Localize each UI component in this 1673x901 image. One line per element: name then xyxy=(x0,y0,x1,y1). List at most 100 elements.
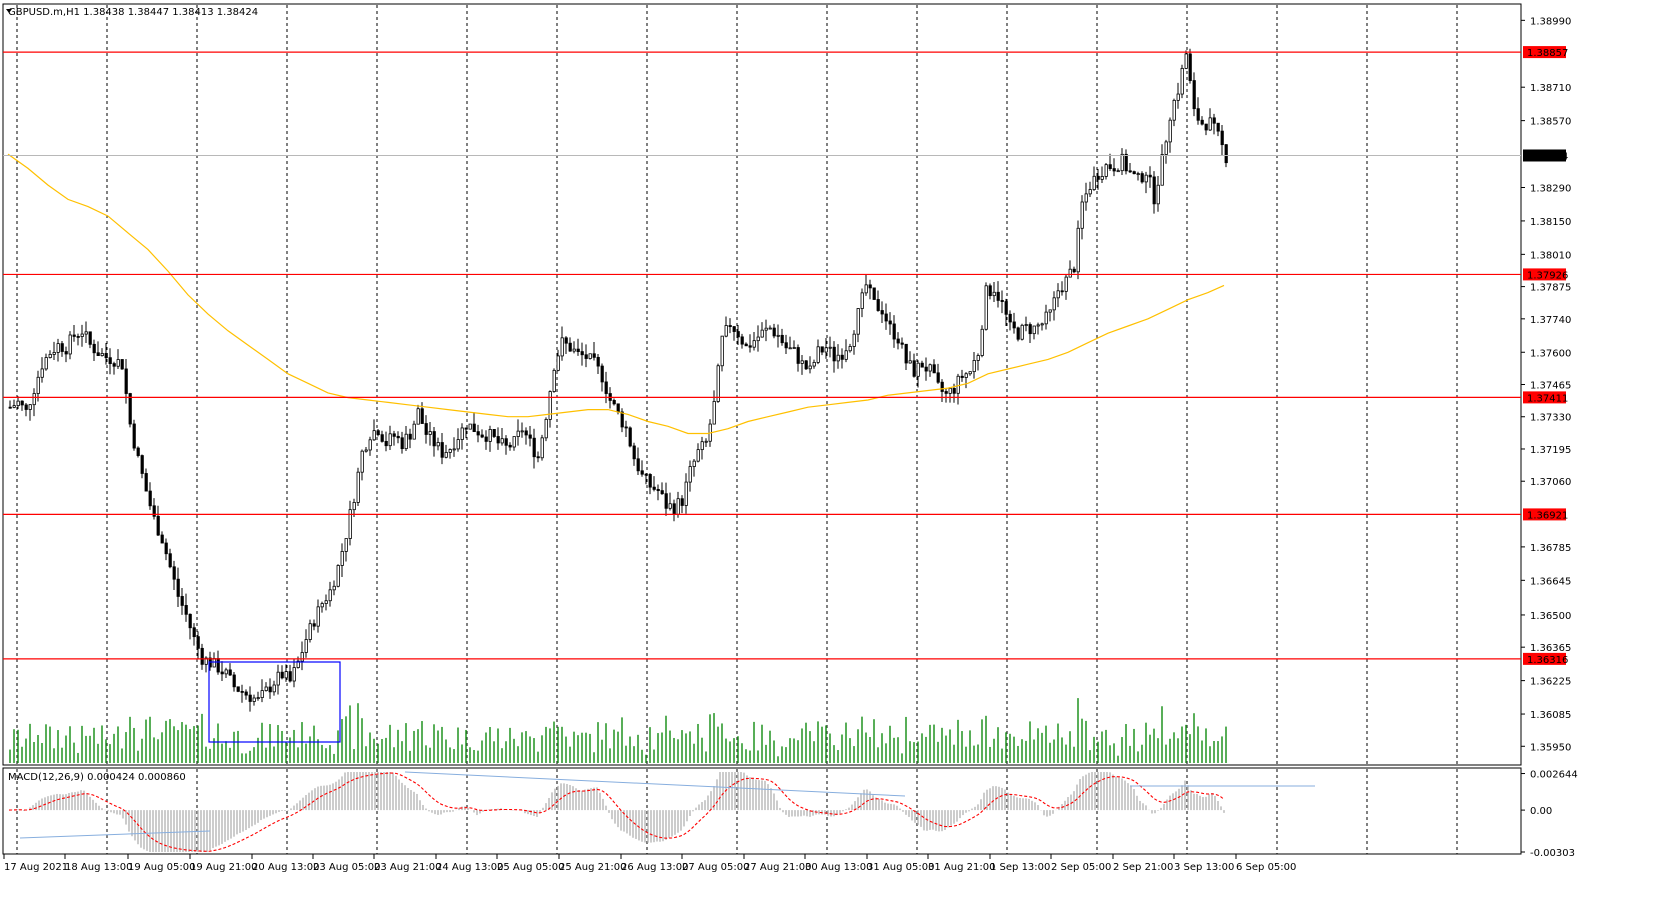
chart-menu-triangle-icon[interactable] xyxy=(6,9,12,13)
candle-body xyxy=(1096,175,1100,180)
candle-body xyxy=(1164,141,1168,155)
candle-body xyxy=(308,623,312,640)
candle-body xyxy=(704,440,708,443)
candle-body xyxy=(1132,171,1136,175)
macd-axis-labels: 0.002644 0.00 -0.00303 xyxy=(1521,770,1578,859)
macd-tick-label: 0.00 xyxy=(1530,806,1552,817)
candle-body xyxy=(968,371,972,375)
candle-body xyxy=(1220,130,1224,146)
candle-body xyxy=(464,427,468,430)
candle-body xyxy=(560,337,564,357)
candle-body xyxy=(696,449,700,462)
candle-body xyxy=(140,455,144,474)
candle-body xyxy=(332,585,336,591)
level-tag xyxy=(1523,508,1566,521)
candle-body xyxy=(656,488,660,492)
candle-body xyxy=(804,360,808,370)
candle-body xyxy=(340,551,344,566)
horizontal-levels[interactable] xyxy=(3,51,1521,660)
candle-body xyxy=(352,502,356,511)
candle-body xyxy=(368,439,372,451)
candle-body xyxy=(540,437,544,459)
candle-body xyxy=(460,427,464,440)
time-label: 25 Aug 21:00 xyxy=(559,862,626,873)
candle-body xyxy=(80,333,84,337)
price-label: 1.38290 xyxy=(1530,183,1571,194)
candle-body xyxy=(596,356,600,367)
candle-body xyxy=(904,343,908,364)
candle-body xyxy=(480,434,484,438)
candle-body xyxy=(500,438,504,444)
candle-body xyxy=(1184,53,1188,69)
candle-body xyxy=(1192,80,1196,110)
candle-body xyxy=(88,331,92,345)
candle-body xyxy=(952,387,956,394)
candle-body xyxy=(164,542,168,555)
candle-body xyxy=(684,481,688,506)
time-label: 20 Aug 13:00 xyxy=(252,862,319,873)
candle-body xyxy=(292,667,296,682)
candle-body xyxy=(760,329,764,338)
candle-body xyxy=(1116,170,1120,173)
time-label: 24 Aug 13:00 xyxy=(436,862,503,873)
candle-body xyxy=(528,434,532,439)
candle-body xyxy=(424,423,428,435)
candle-body xyxy=(768,327,772,330)
macd-histogram xyxy=(11,772,1225,852)
candle-body xyxy=(16,400,20,407)
candle-body xyxy=(992,291,996,297)
candle-body xyxy=(1212,117,1216,124)
candle-body xyxy=(1068,268,1072,278)
candle-body xyxy=(176,578,180,597)
candle-body xyxy=(396,435,400,439)
candle-body xyxy=(568,342,572,352)
candle-body xyxy=(372,430,376,441)
candle-body xyxy=(276,671,280,686)
price-label: 1.37875 xyxy=(1530,283,1571,294)
candle-body xyxy=(740,336,744,345)
time-label: 19 Aug 21:00 xyxy=(190,862,257,873)
candle-body xyxy=(680,498,684,506)
candle-body xyxy=(732,326,736,332)
candle-body xyxy=(860,292,864,309)
candle-body xyxy=(380,434,384,442)
candle-body xyxy=(800,360,804,364)
candle-body xyxy=(1188,53,1192,81)
candle-body xyxy=(400,437,404,450)
selection-rectangle[interactable] xyxy=(208,661,341,743)
candle-body xyxy=(1080,201,1084,229)
candle-body xyxy=(572,348,576,352)
price-label: 1.35950 xyxy=(1530,742,1571,753)
candle-body xyxy=(932,364,936,374)
price-label: 1.36085 xyxy=(1530,710,1571,721)
candle-body xyxy=(1112,168,1116,172)
candle-body xyxy=(812,362,816,367)
candle-body xyxy=(484,436,488,442)
time-label: 18 Aug 13:00 xyxy=(65,862,132,873)
candle-body xyxy=(912,360,916,377)
candle-body xyxy=(792,347,796,349)
candle-body xyxy=(64,351,68,355)
candle-body xyxy=(712,401,716,425)
candle-body xyxy=(828,346,832,349)
candle-body xyxy=(420,408,424,424)
candle-body xyxy=(56,343,60,353)
candle-body xyxy=(556,355,560,371)
candle-body xyxy=(132,423,136,449)
time-label: 19 Aug 05:00 xyxy=(128,862,195,873)
candle-body xyxy=(1048,309,1052,313)
candle-body xyxy=(192,627,196,638)
level-tag-text: 1.37411 xyxy=(1527,393,1568,404)
candle-body xyxy=(588,353,592,359)
candle-body xyxy=(328,589,332,602)
candle-body xyxy=(196,636,200,649)
price-label: 1.38990 xyxy=(1530,16,1571,27)
candle-body xyxy=(532,437,536,458)
candle-body xyxy=(876,299,880,311)
candle-body xyxy=(1024,324,1028,326)
candle-body xyxy=(688,466,692,483)
price-label: 1.38710 xyxy=(1530,83,1571,94)
candle-body xyxy=(220,671,224,675)
